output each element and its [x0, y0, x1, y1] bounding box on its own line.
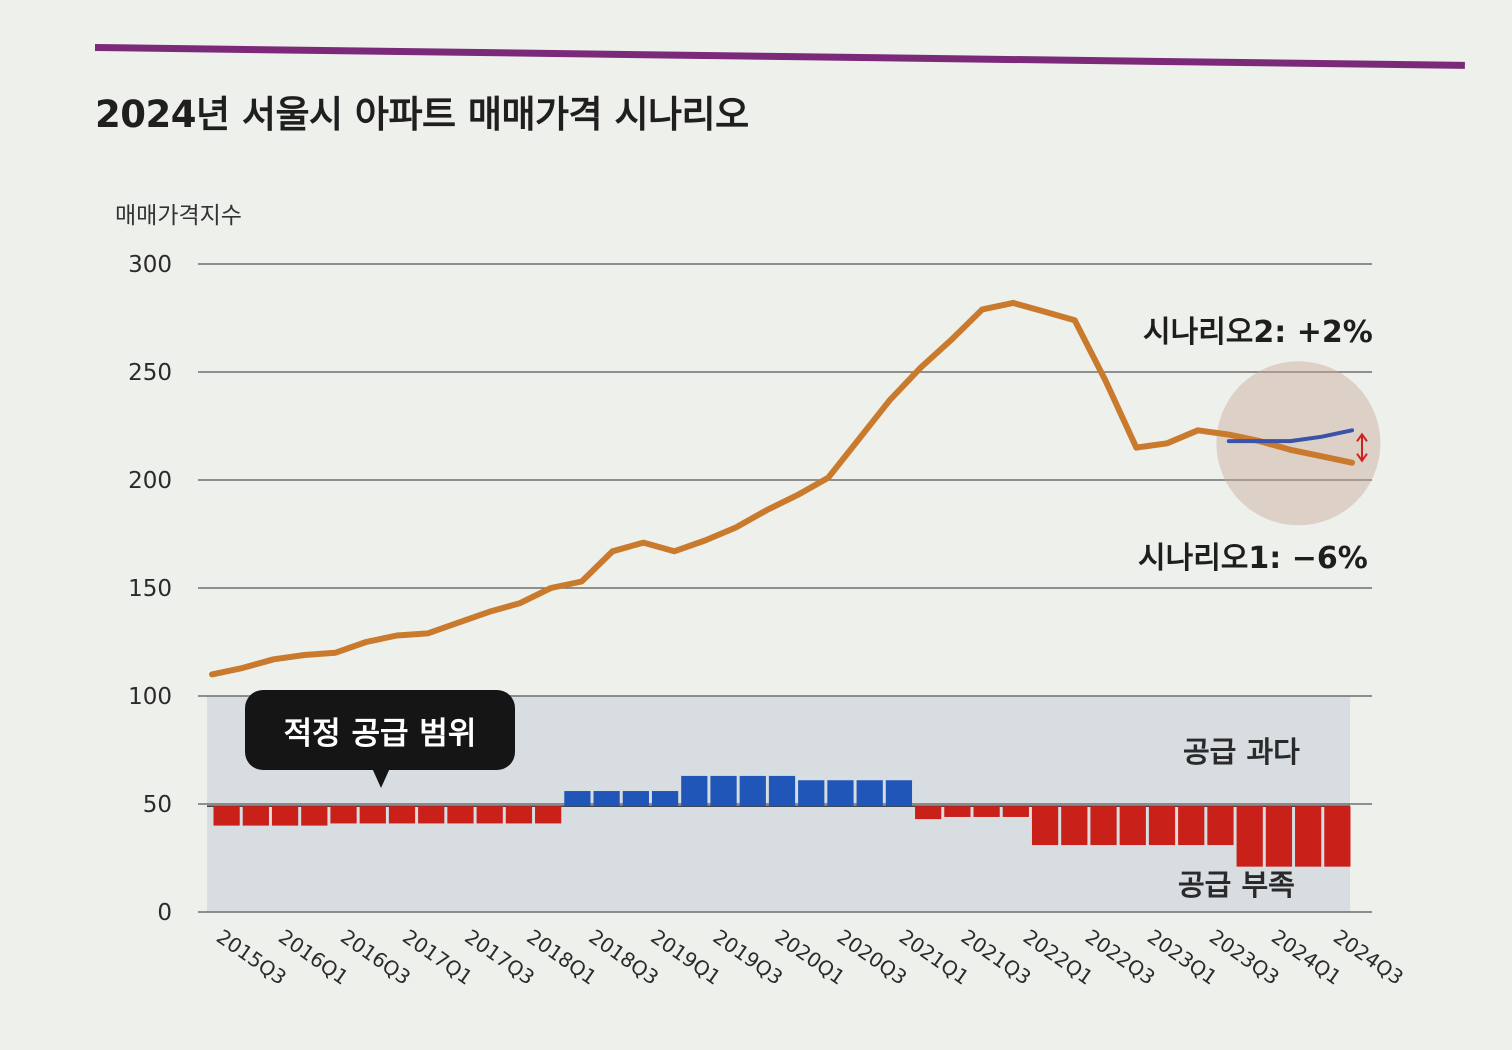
supply-bar [447, 806, 474, 824]
x-tick-label: 2015Q3 [212, 924, 291, 989]
supply-bar [359, 806, 386, 824]
y-tick-labels: 300 250 200 150 100 50 0 [128, 252, 172, 926]
supply-bar [710, 775, 737, 807]
scenario1-label: 시나리오1: −6% [1138, 541, 1368, 576]
supply-bar [1207, 806, 1234, 846]
supply-bar [271, 806, 299, 826]
price-index-line [209, 299, 1355, 678]
callout-pointer [372, 768, 390, 788]
supply-bar [242, 806, 269, 826]
supply-bar [564, 791, 591, 807]
undersupply-label: 공급 부족 [1178, 868, 1295, 902]
x-tick-label: 2023Q3 [1205, 924, 1284, 989]
supply-bar [1002, 806, 1029, 817]
supply-bar [301, 806, 328, 826]
x-tick-label: 2017Q3 [460, 924, 539, 989]
price-lines [209, 299, 1381, 678]
supply-bar [1031, 806, 1059, 846]
x-tick-label: 2019Q1 [647, 924, 726, 989]
annotations: 시나리오2: +2% 시나리오1: −6% 공급 과다 공급 부족 [1138, 315, 1373, 902]
supply-bar [856, 780, 883, 807]
supply-bar [1090, 806, 1117, 846]
supply-bar [505, 806, 533, 824]
supply-bar [827, 780, 854, 807]
x-tick-label: 2024Q1 [1267, 924, 1346, 989]
x-tick-label: 2018Q1 [522, 924, 601, 989]
scenario-highlight-circle [1216, 361, 1381, 526]
x-tick-label: 2022Q3 [1081, 924, 1160, 989]
supply-bar [973, 806, 1000, 817]
y-tick-label: 200 [128, 468, 172, 494]
x-tick-label: 2020Q1 [771, 924, 850, 989]
supply-bar [1236, 806, 1263, 867]
scenario2-line [1226, 428, 1354, 444]
supply-bar [476, 806, 503, 824]
scenario2-label: 시나리오2: +2% [1143, 315, 1373, 350]
x-tick-label: 2016Q3 [336, 924, 415, 989]
y-tick-label: 50 [143, 792, 172, 818]
optimal-supply-callout: 적정 공급 범위 [245, 690, 515, 770]
supply-bar [1061, 806, 1088, 846]
y-tick-label: 100 [128, 684, 172, 710]
supply-bar [1265, 806, 1293, 867]
x-tick-label: 2017Q1 [398, 924, 477, 989]
y-tick-label: 300 [128, 252, 172, 278]
arrow-head-down [1356, 453, 1368, 463]
x-tick-labels: 2015Q32016Q12016Q32017Q12017Q32018Q12018… [212, 924, 1408, 989]
x-tick-label: 2023Q1 [1143, 924, 1222, 989]
supply-bar [1148, 806, 1176, 846]
supply-bar [915, 806, 942, 820]
supply-bar [622, 791, 649, 807]
oversupply-label: 공급 과다 [1183, 735, 1300, 769]
supply-bar [944, 806, 971, 817]
supply-bar [1119, 806, 1146, 846]
supply-bar [535, 806, 562, 824]
x-tick-label: 2018Q3 [584, 924, 663, 989]
supply-bar [885, 780, 913, 807]
x-tick-label: 2021Q3 [957, 924, 1036, 989]
supply-bar [768, 775, 796, 807]
supply-bars [213, 775, 1351, 867]
y-tick-label: 250 [128, 360, 172, 386]
supply-bar [388, 806, 416, 824]
y-tick-label: 150 [128, 576, 172, 602]
supply-bar [593, 791, 620, 807]
x-tick-label: 2020Q3 [833, 924, 912, 989]
x-tick-label: 2016Q1 [274, 924, 353, 989]
supply-bar [213, 806, 240, 826]
supply-bar [681, 775, 708, 807]
y-tick-label: 0 [157, 900, 172, 926]
x-tick-label: 2021Q1 [895, 924, 974, 989]
x-tick-label: 2024Q3 [1329, 924, 1408, 989]
supply-bar [651, 791, 679, 807]
arrow-head-up [1356, 432, 1368, 442]
chart-title: 2024년 서울시 아파트 매매가격 시나리오 [95, 93, 749, 136]
y-axis-label: 매매가격지수 [115, 203, 242, 229]
supply-bar [330, 806, 357, 824]
supply-bar [1324, 806, 1351, 867]
supply-bar [418, 806, 445, 824]
supply-bar [1295, 806, 1322, 867]
supply-bar [739, 775, 766, 807]
supply-bar [1178, 806, 1205, 846]
x-tick-label: 2019Q3 [709, 924, 788, 989]
x-tick-label: 2022Q1 [1019, 924, 1098, 989]
supply-bar [798, 780, 825, 807]
